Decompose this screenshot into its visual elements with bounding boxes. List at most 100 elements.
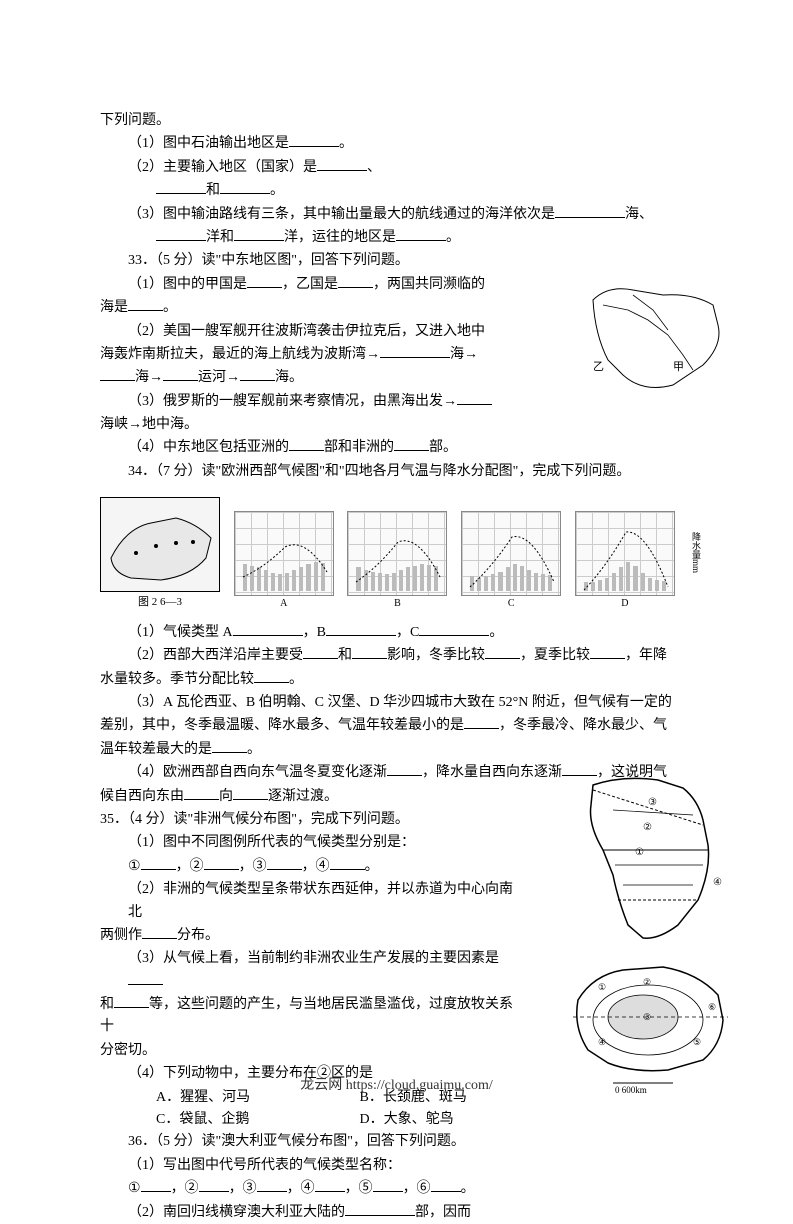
blank[interactable] (352, 645, 387, 659)
q33-p1b: 海是。 (100, 297, 523, 319)
map-caption: 图 2 6—3 (100, 594, 220, 612)
q36-title: 36．（5 分）读"澳大利亚气候分布图"，回答下列问题。 (100, 1131, 503, 1153)
text: （4）欧洲西部自西向东气温冬夏变化逐渐 (128, 765, 387, 780)
blank[interactable] (184, 786, 219, 800)
blank[interactable] (345, 1202, 415, 1216)
q34-title: 34．（7 分）读"欧洲西部气候图"和"四地各月气温与降水分配图"，完成下列问题… (100, 461, 703, 483)
blank[interactable] (257, 1178, 287, 1192)
blank[interactable] (555, 204, 625, 218)
text: ，乙国是 (282, 277, 338, 292)
blank[interactable] (289, 437, 324, 451)
climate-chart-row: 图 2 6—3 A (100, 497, 703, 612)
text: 。 (446, 230, 460, 245)
blank[interactable] (163, 367, 198, 381)
blank[interactable] (233, 622, 303, 636)
text: ，夏季比较 (520, 648, 590, 663)
q33-title: 33．（5 分）读"中东地区图"，回答下列问题。 (100, 250, 703, 272)
text: （1）图中的甲国是 (128, 277, 247, 292)
text: ，⑥ (403, 1181, 431, 1196)
blank[interactable] (220, 180, 270, 194)
text: 。 (365, 859, 379, 874)
q35-p1: （1）图中不同图例所代表的气候类型分别是： (100, 832, 513, 854)
text: （3）图中输油路线有三条，其中输出量最大的航线通过的海洋依次是 (128, 207, 555, 222)
blank[interactable] (247, 274, 282, 288)
blank[interactable] (303, 645, 338, 659)
blank[interactable] (485, 645, 520, 659)
blank[interactable] (326, 622, 396, 636)
text: 洋，运往的地区是 (284, 230, 396, 245)
svg-text:③: ③ (643, 1012, 651, 1022)
opt-d[interactable]: D．大象、鸵鸟 (360, 1109, 454, 1131)
blank[interactable] (289, 133, 339, 147)
blank[interactable] (114, 994, 149, 1008)
blank[interactable] (204, 856, 239, 870)
blank[interactable] (380, 344, 450, 358)
text: （2）美国一艘军舰开往波斯湾袭击伊拉克后，又进入地中 (128, 324, 485, 339)
text: （4）中东地区包括亚洲的 (128, 440, 289, 455)
blank[interactable] (142, 925, 177, 939)
blank[interactable] (199, 1178, 229, 1192)
blank[interactable] (464, 715, 499, 729)
blank[interactable] (156, 180, 206, 194)
blank[interactable] (240, 367, 275, 381)
blank[interactable] (373, 1178, 403, 1192)
text: 水量较多。季节分配比较 (100, 672, 254, 687)
blank[interactable] (387, 762, 422, 776)
blank[interactable] (338, 274, 373, 288)
text: 和 (206, 183, 220, 198)
blank[interactable] (128, 971, 163, 985)
text: 。 (163, 300, 177, 315)
blank[interactable] (419, 622, 489, 636)
blank[interactable] (234, 227, 284, 241)
blank[interactable] (317, 157, 367, 171)
svg-text:②: ② (643, 822, 652, 833)
q34-p2b: 水量较多。季节分配比较 。 (100, 669, 703, 691)
q36-body: 36．（5 分）读"澳大利亚气候分布图"，回答下列问题。 （1）写出图中代号所代… (100, 1131, 703, 1224)
q33-p2c: 海→运河→海。 (100, 367, 523, 389)
blank[interactable] (128, 297, 163, 311)
text: 差别，其中，冬季最温暖、降水最多、气温年较差最小的是 (100, 718, 464, 733)
chart-c: C (461, 511, 561, 612)
text: 海、 (625, 207, 653, 222)
blank[interactable] (233, 786, 268, 800)
q35-p1b: ①，②，③，④。 (100, 856, 513, 878)
text: ，② (176, 859, 204, 874)
text: 。 (461, 1181, 475, 1196)
blank[interactable] (457, 391, 492, 405)
text: 逐渐过渡。 (268, 789, 338, 804)
blank[interactable] (254, 669, 289, 683)
q35-p3: （3）从气候上看，当前制约非洲农业生产发展的主要因素是 (100, 948, 513, 993)
blank[interactable] (396, 227, 446, 241)
blank[interactable] (330, 856, 365, 870)
blank[interactable] (141, 856, 176, 870)
svg-text:④: ④ (598, 1037, 606, 1047)
q34-p1: （1）气候类型 A，B，C。 (100, 622, 703, 644)
opt-c[interactable]: C．袋鼠、企鹅 (156, 1109, 356, 1131)
svg-text:⑤: ⑤ (693, 1037, 701, 1047)
text: 部。 (429, 440, 457, 455)
blank[interactable] (590, 645, 625, 659)
svg-text:乙: 乙 (593, 360, 604, 373)
blank[interactable] (141, 1178, 171, 1192)
blank[interactable] (431, 1178, 461, 1192)
blank[interactable] (394, 437, 429, 451)
blank[interactable] (315, 1178, 345, 1192)
blank[interactable] (267, 856, 302, 870)
text: 等，这些问题的产生，与当地居民滥垦滥伐，过度放牧关系十 (100, 997, 513, 1034)
blank[interactable] (100, 367, 135, 381)
text: 。 (247, 742, 261, 757)
q32-p3: （3）图中输油路线有三条，其中输出量最大的航线通过的海洋依次是 海、 (100, 204, 703, 226)
text: ，冬季最冷、降水最少、气 (499, 718, 667, 733)
q33-p1: （1）图中的甲国是，乙国是，两国共同濒临的 (100, 274, 523, 296)
svg-text:④: ④ (713, 877, 722, 888)
text: 。 (270, 183, 284, 198)
text: 洋和 (206, 230, 234, 245)
text: ，B (303, 625, 326, 640)
text: 。 (289, 672, 303, 687)
blank[interactable] (212, 739, 247, 753)
text: 海→ (135, 370, 163, 385)
text: 和 (338, 648, 352, 663)
blank[interactable] (156, 227, 206, 241)
svg-text:②: ② (643, 977, 651, 987)
q33-p3: （3）俄罗斯的一艘军舰前来考察情况，由黑海出发→ (100, 391, 523, 413)
